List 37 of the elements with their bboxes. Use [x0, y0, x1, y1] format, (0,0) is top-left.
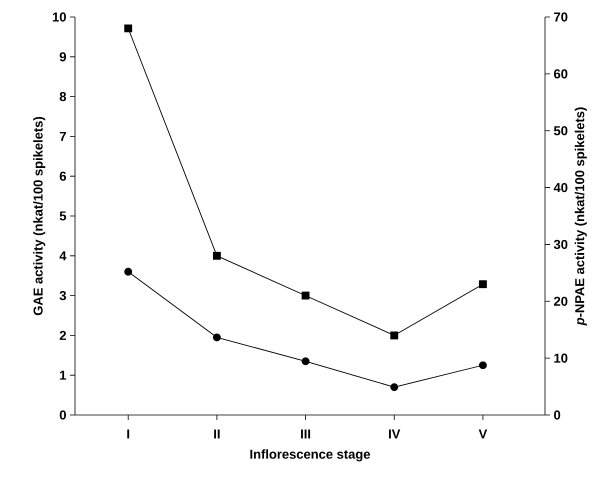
- point: [478, 361, 487, 370]
- y-tick-label: 6: [60, 172, 66, 181]
- point: [390, 383, 398, 392]
- x-axis-title: Inflorescence stage: [250, 449, 370, 462]
- point: [302, 292, 310, 300]
- x-tick-label: III: [301, 430, 310, 438]
- y2-tick-label: 0: [554, 410, 560, 420]
- y-tick-label: 3: [60, 291, 66, 300]
- y-tick-label: 2: [60, 330, 66, 340]
- y-tick-label: 9: [60, 52, 66, 62]
- y-axis-title: GAE activity (nkat/100 spikelets): [33, 116, 46, 316]
- y2-tick-label: 50: [554, 126, 568, 136]
- y-tick-label: 7: [60, 132, 66, 141]
- x-tick-label: V: [478, 430, 488, 438]
- x-tick-label: II: [214, 430, 220, 438]
- y2-axis-title: p-NPAE activity (nkat/100 spikelets): [574, 107, 587, 326]
- y2-tick-label: 40: [554, 182, 568, 192]
- y2-tick-label: 60: [554, 69, 568, 78]
- y-tick-label: 1: [60, 370, 66, 380]
- point: [390, 331, 398, 340]
- y2-tick-label: 10: [554, 354, 568, 363]
- y-tick-label: 5: [60, 211, 66, 221]
- y-tick-label: 8: [60, 92, 66, 102]
- y-tick-label: 4: [59, 251, 66, 260]
- y-tick-label: 0: [60, 410, 66, 420]
- y2-tick-label: 20: [554, 296, 568, 306]
- y2-tick-label: 70: [554, 12, 568, 22]
- point: [212, 252, 221, 260]
- point: [302, 357, 310, 366]
- point: [212, 333, 221, 342]
- point: [478, 280, 487, 288]
- point: [124, 268, 132, 276]
- point: [124, 24, 132, 32]
- x-tick-label: IV: [388, 430, 400, 438]
- y-tick-label: 10: [52, 12, 66, 22]
- x-tick-label: I: [127, 430, 130, 438]
- y2-tick-label: 30: [554, 240, 568, 250]
